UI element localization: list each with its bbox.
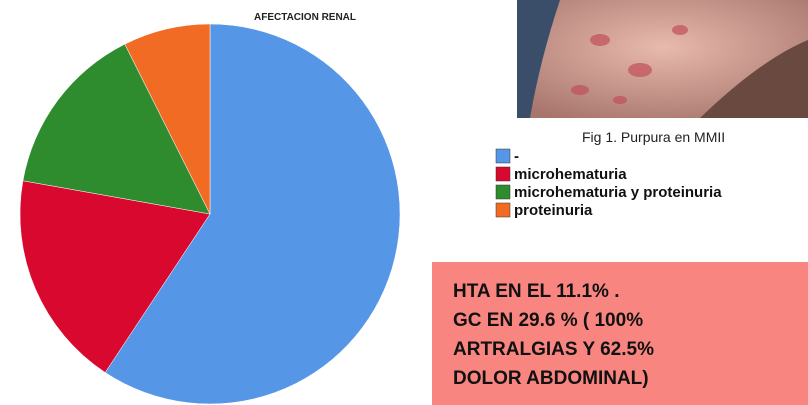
legend-label: -: [514, 148, 519, 165]
note-line: ARTRALGIAS Y 62.5%: [453, 339, 654, 360]
note-line: HTA EN EL 11.1% .: [453, 281, 619, 302]
legend-label: microhematuria y proteinuria: [514, 184, 722, 201]
legend-swatch: [496, 203, 510, 217]
note-line: DOLOR ABDOMINAL): [453, 368, 649, 389]
chart-title: AFECTACION RENAL: [254, 12, 356, 23]
legend-label: microhematuria: [514, 166, 627, 183]
page: AFECTACION RENAL Fig 1. Purpura en MMII …: [0, 0, 808, 405]
chart: AFECTACION RENAL Fig 1. Purpura en MMII …: [0, 0, 808, 405]
legend-label: proteinuria: [514, 202, 593, 219]
legend-swatch: [496, 149, 510, 163]
photo: [517, 0, 808, 118]
caption: Fig 1. Purpura en MMII: [582, 129, 725, 145]
note-line: GC EN 29.6 % ( 100%: [453, 310, 643, 331]
legend-swatch: [496, 167, 510, 181]
legend-swatch: [496, 185, 510, 199]
